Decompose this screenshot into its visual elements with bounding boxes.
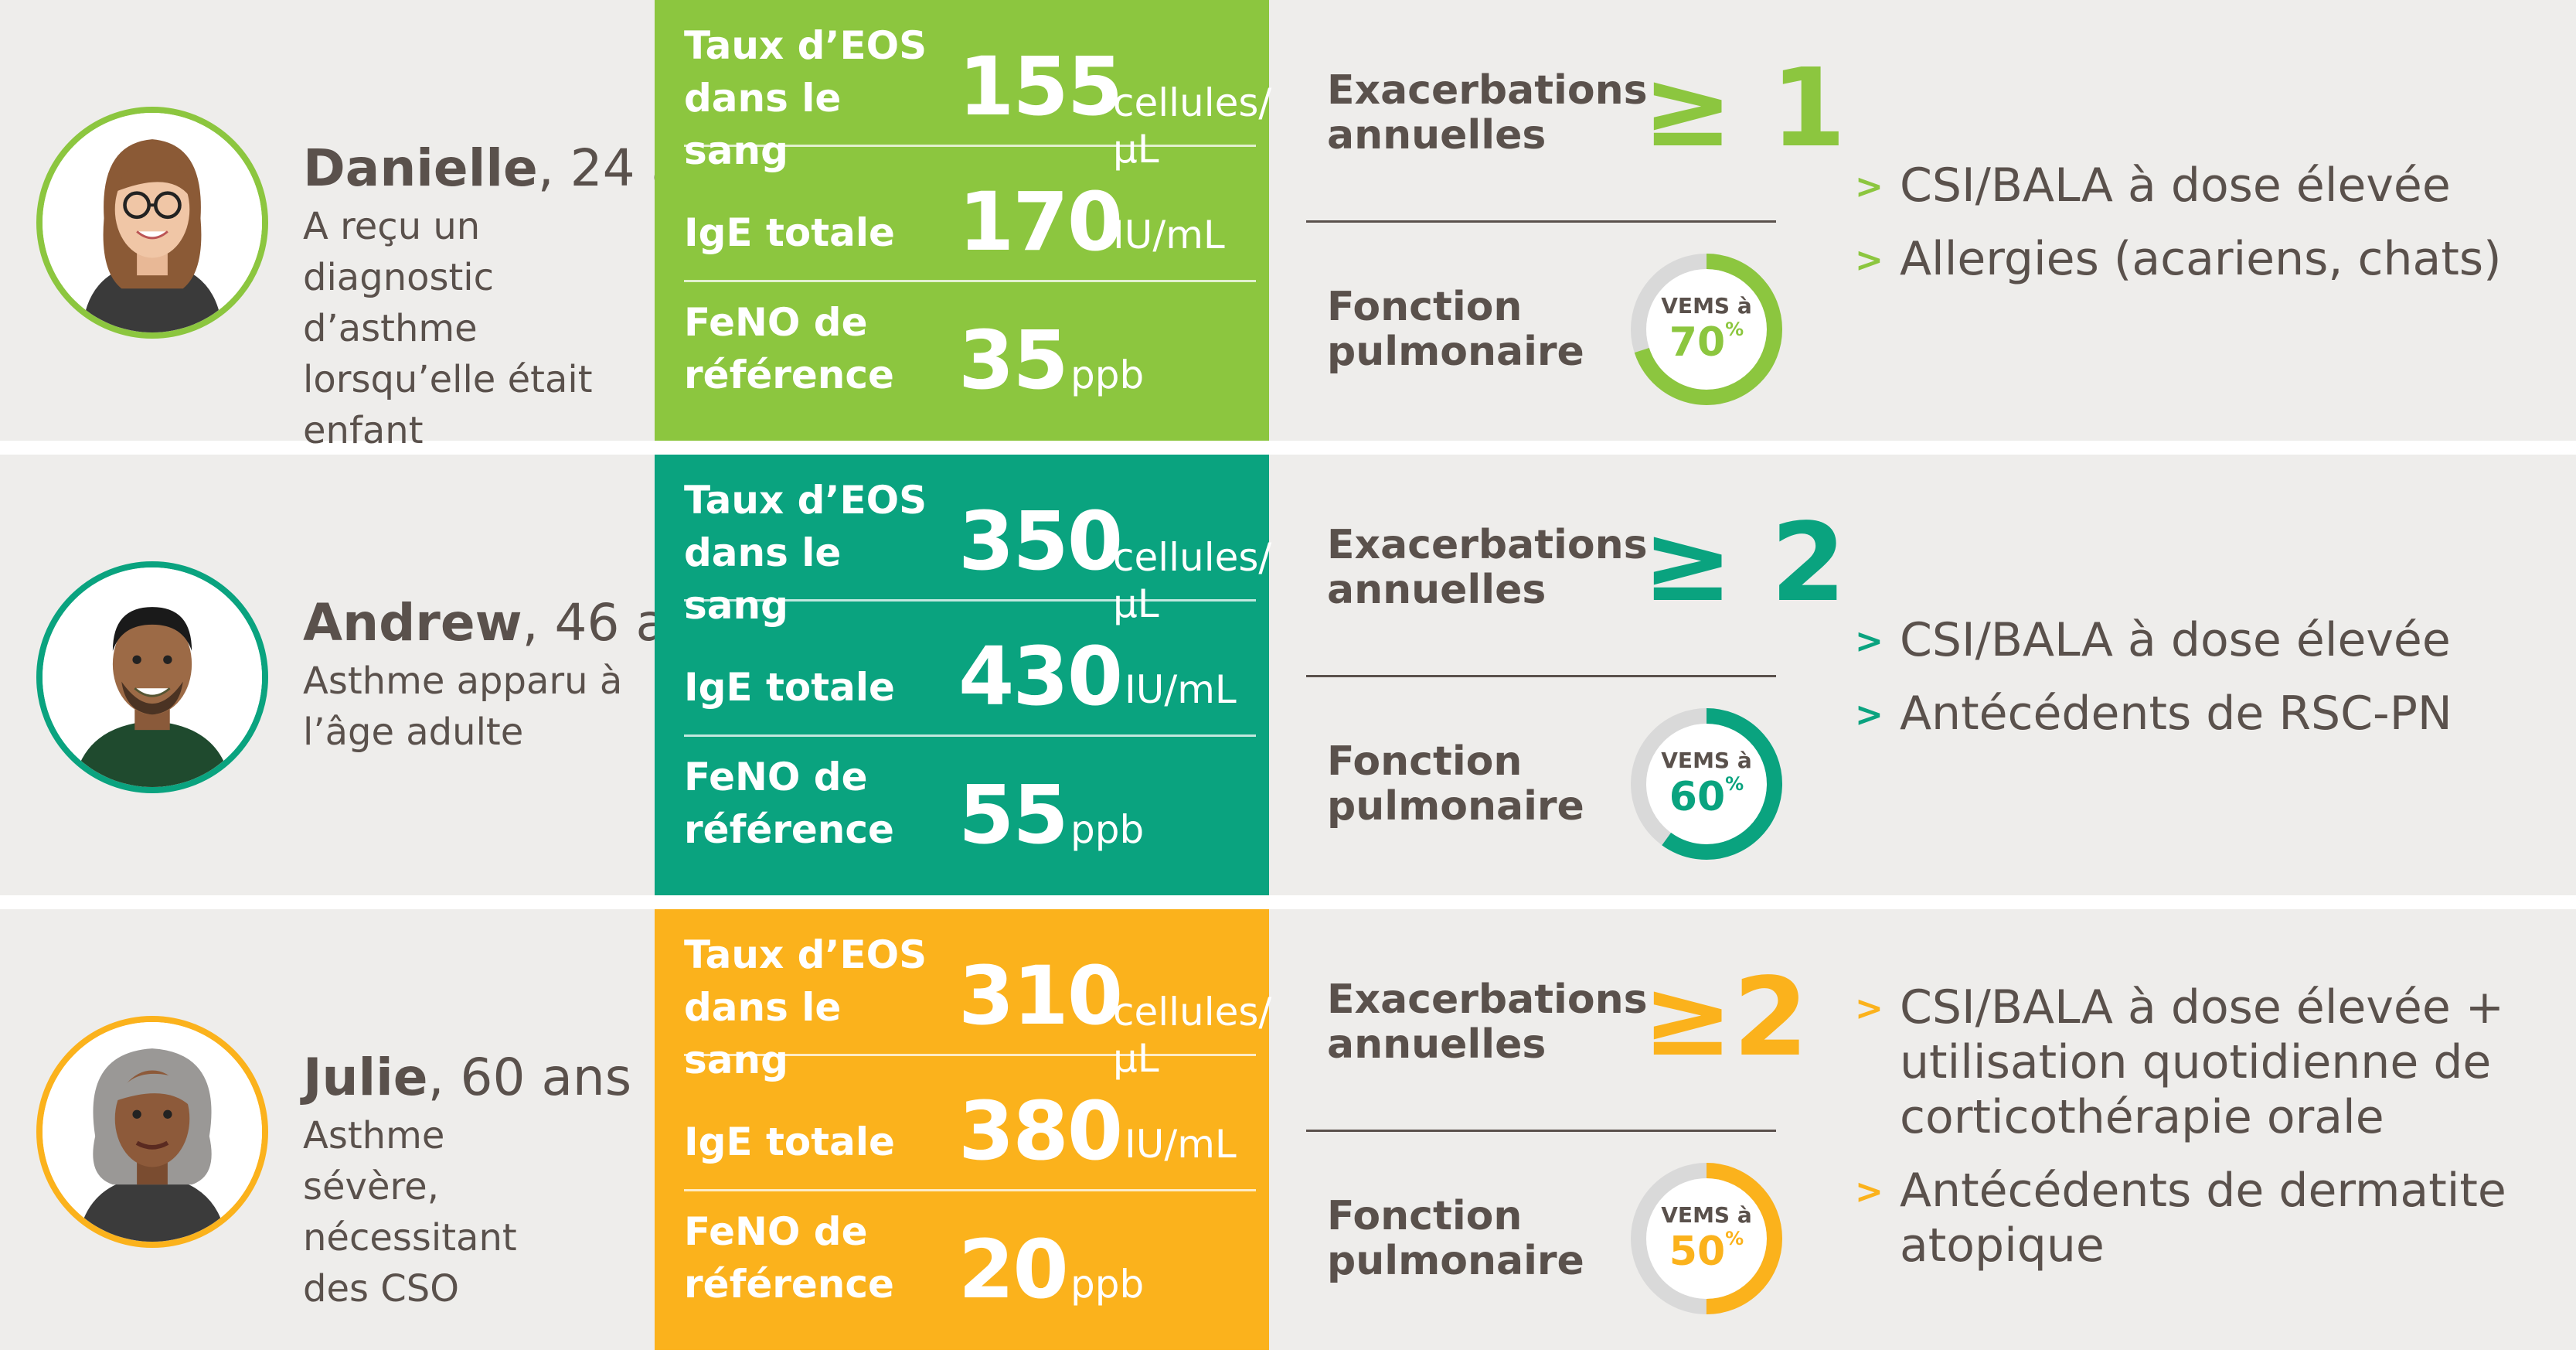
chevron-right-icon: > [1855, 622, 1884, 661]
eos-value: 155 [958, 39, 1123, 134]
fev-caption: VEMS à [1661, 293, 1752, 319]
ige-metric: IgE totale 430 IU/mL [684, 619, 1256, 742]
feno-metric: FeNO de référence 35 ppb [684, 290, 1256, 414]
man-portrait-icon [36, 561, 268, 793]
eos-unit: cellules/µL [1113, 990, 1272, 1081]
eos-metric: Taux d’EOS dans le sang 155 cellules/µL [684, 19, 1271, 173]
ige-value: 430 [958, 629, 1123, 724]
fev-percent: 70% [1669, 319, 1744, 366]
fev-gauge: VEMS à 60% [1629, 707, 1784, 861]
patient-description: A reçu un diagnostic d’asthme lorsqu’ell… [303, 205, 593, 452]
chevron-right-icon: > [1855, 1172, 1884, 1212]
ige-metric: IgE totale 380 IU/mL [684, 1073, 1256, 1197]
exacerbations-value: ≥ 2 [1642, 500, 1846, 626]
eos-value: 310 [958, 949, 1123, 1043]
feno-label: FeNO de référence [684, 300, 894, 397]
exacerbations-value: ≥2 [1642, 955, 1809, 1081]
fev-percent: 60% [1669, 773, 1744, 820]
woman-with-glasses-portrait-icon [36, 107, 268, 339]
ige-unit: IU/mL [1113, 213, 1225, 257]
lung-function-label: Fonction pulmonaire [1327, 738, 1584, 830]
ige-value: 170 [958, 175, 1123, 269]
feno-unit: ppb [1070, 1262, 1145, 1307]
patient-name: Julie, 60 ans [303, 1048, 632, 1107]
patient-name: Danielle, 24 ans [303, 138, 742, 198]
eos-unit: cellules/µL [1113, 535, 1272, 626]
feno-value: 35 [958, 313, 1069, 407]
ige-label: IgE totale [684, 210, 895, 255]
patient-info: Julie, 60 ans Asthme sévère, nécessitant… [303, 1047, 651, 1314]
list-item: > Antécédents de RSC-PN [1855, 687, 2452, 741]
metric-divider [684, 734, 1256, 737]
feno-unit: ppb [1070, 353, 1145, 397]
lung-function-label: Fonction pulmonaire [1327, 1193, 1584, 1284]
feno-label: FeNO de référence [684, 755, 894, 852]
chevron-right-icon: > [1855, 167, 1884, 206]
clinical-history-list: > CSI/BALA à dose élevée > Antécédents de … [1855, 613, 2566, 760]
metric-divider [684, 1189, 1256, 1191]
patient-row-julie: Julie, 60 ans Asthme sévère, nécessitant… [0, 909, 2576, 1350]
ige-unit: IU/mL [1125, 1122, 1237, 1167]
list-item: > Allergies (acariens, chats) [1855, 232, 2502, 286]
eos-unit: cellules/µL [1113, 80, 1272, 172]
fev-gauge: VEMS à 50% [1629, 1161, 1784, 1316]
list-item: > CSI/BALA à dose élevée [1855, 158, 2451, 213]
clinical-history-list: > CSI/BALA à dose élevée > Allergies (acar… [1855, 158, 2566, 305]
ige-label: IgE totale [684, 1120, 895, 1164]
metric-divider [684, 1054, 1256, 1056]
eos-metric: Taux d’EOS dans le sang 310 cellules/µL [684, 929, 1271, 1082]
biomarker-panel: Taux d’EOS dans le sang 350 cellules/µL … [655, 455, 1271, 895]
feno-metric: FeNO de référence 20 ppb [684, 1199, 1256, 1323]
feno-unit: ppb [1070, 807, 1145, 852]
chevron-right-icon: > [1855, 240, 1884, 280]
exacerbations-label: Exacerbations annuelles [1327, 522, 1648, 613]
list-item: > Antécédents de dermatite atopique [1855, 1164, 2506, 1273]
ige-unit: IU/mL [1125, 667, 1237, 712]
patient-info: Danielle, 24 ans A reçu un diagnostic d’… [303, 138, 742, 456]
chevron-right-icon: > [1855, 695, 1884, 734]
eos-label: Taux d’EOS dans le sang [684, 932, 927, 1082]
eos-label: Taux d’EOS dans le sang [684, 478, 927, 628]
fev-caption: VEMS à [1661, 748, 1752, 773]
list-item: > CSI/BALA à dose élevée [1855, 613, 2451, 667]
metric-divider [684, 280, 1256, 282]
ige-label: IgE totale [684, 665, 895, 710]
metric-divider [684, 145, 1256, 147]
patient-info: Andrew, 46 ans Asthme apparu à l’âge adu… [303, 592, 727, 758]
feno-label: FeNO de référence [684, 1209, 894, 1307]
exacerbations-label: Exacerbations annuelles [1327, 976, 1648, 1068]
exacerbations-value: ≥ 1 [1642, 46, 1846, 172]
fev-percent: 50% [1669, 1228, 1744, 1275]
clinical-divider [1306, 675, 1776, 677]
patient-row-andrew: Andrew, 46 ans Asthme apparu à l’âge adu… [0, 455, 2576, 895]
patient-name: Andrew, 46 ans [303, 593, 727, 653]
patient-description: Asthme sévère, nécessitant des CSO [303, 1114, 517, 1310]
clinical-divider [1306, 1130, 1776, 1132]
lung-function-label: Fonction pulmonaire [1327, 284, 1584, 375]
biomarker-panel: Taux d’EOS dans le sang 155 cellules/µL … [655, 0, 1271, 441]
patient-description: Asthme apparu à l’âge adulte [303, 659, 623, 754]
ige-metric: IgE totale 170 IU/mL [684, 164, 1256, 288]
clinical-divider [1306, 220, 1776, 223]
feno-value: 20 [958, 1222, 1069, 1317]
woman-grey-hair-portrait-icon [36, 1016, 268, 1248]
clinical-history-list: > CSI/BALA à dose élevée + utilisation qu… [1855, 980, 2566, 1292]
eos-label: Taux d’EOS dans le sang [684, 23, 927, 173]
patient-row-danielle: Danielle, 24 ans A reçu un diagnostic d’… [0, 0, 2576, 452]
chevron-right-icon: > [1855, 989, 1884, 1028]
fev-gauge: VEMS à 70% [1629, 252, 1784, 407]
biomarker-panel: Taux d’EOS dans le sang 310 cellules/µL … [655, 909, 1271, 1350]
ige-value: 380 [958, 1084, 1123, 1178]
eos-metric: Taux d’EOS dans le sang 350 cellules/µL [684, 474, 1271, 628]
feno-value: 55 [958, 768, 1069, 862]
fev-caption: VEMS à [1661, 1202, 1752, 1228]
feno-metric: FeNO de référence 55 ppb [684, 745, 1256, 868]
exacerbations-label: Exacerbations annuelles [1327, 67, 1648, 158]
metric-divider [684, 599, 1256, 602]
list-item: > CSI/BALA à dose élevée + utilisation qu… [1855, 980, 2505, 1144]
eos-value: 350 [958, 494, 1123, 588]
